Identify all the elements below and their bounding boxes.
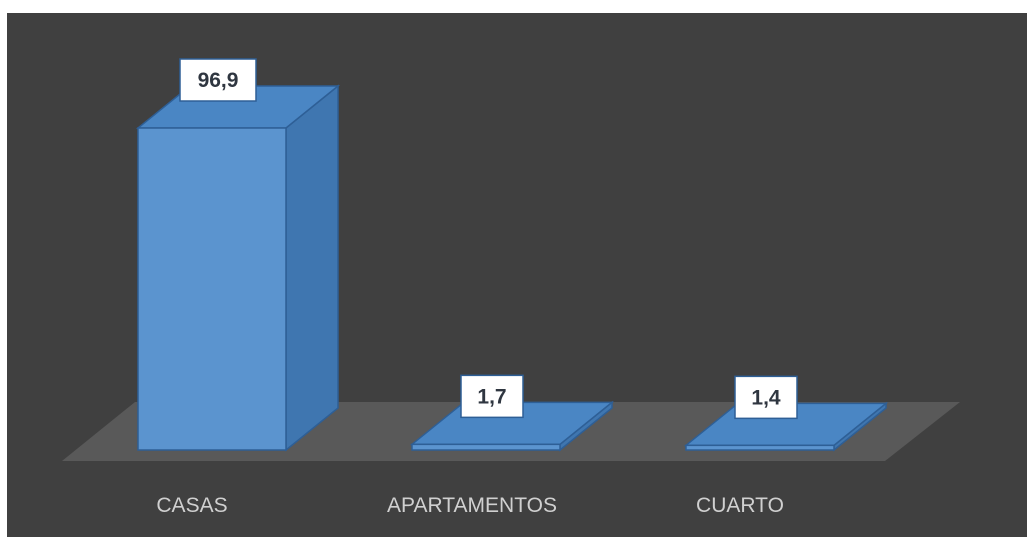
category-axis: CASAS APARTAMENTOS CUARTO — [156, 494, 784, 517]
data-label: 1,4 — [734, 375, 798, 420]
data-label-box — [460, 374, 524, 419]
bars-group — [135, 84, 889, 452]
data-label-text: 96,9 — [198, 69, 239, 92]
data-label-text: 1,4 — [751, 386, 781, 409]
category-label: CASAS — [156, 494, 227, 517]
category-label: CUARTO — [696, 494, 784, 517]
data-label: 1,7 — [460, 374, 524, 419]
category-label: APARTAMENTOS — [387, 494, 557, 517]
data-labels-group: 96,9 1,7 1,4 — [179, 58, 798, 420]
bar-casas — [135, 84, 341, 452]
bar-front-face — [685, 444, 835, 451]
data-label-box — [179, 58, 257, 102]
data-label-box — [734, 375, 798, 420]
data-label-text: 1,7 — [477, 385, 506, 408]
data-label: 96,9 — [179, 58, 257, 102]
bar-front-face — [137, 127, 287, 451]
bar-front-face — [411, 443, 561, 451]
bar-side-face — [285, 84, 339, 452]
